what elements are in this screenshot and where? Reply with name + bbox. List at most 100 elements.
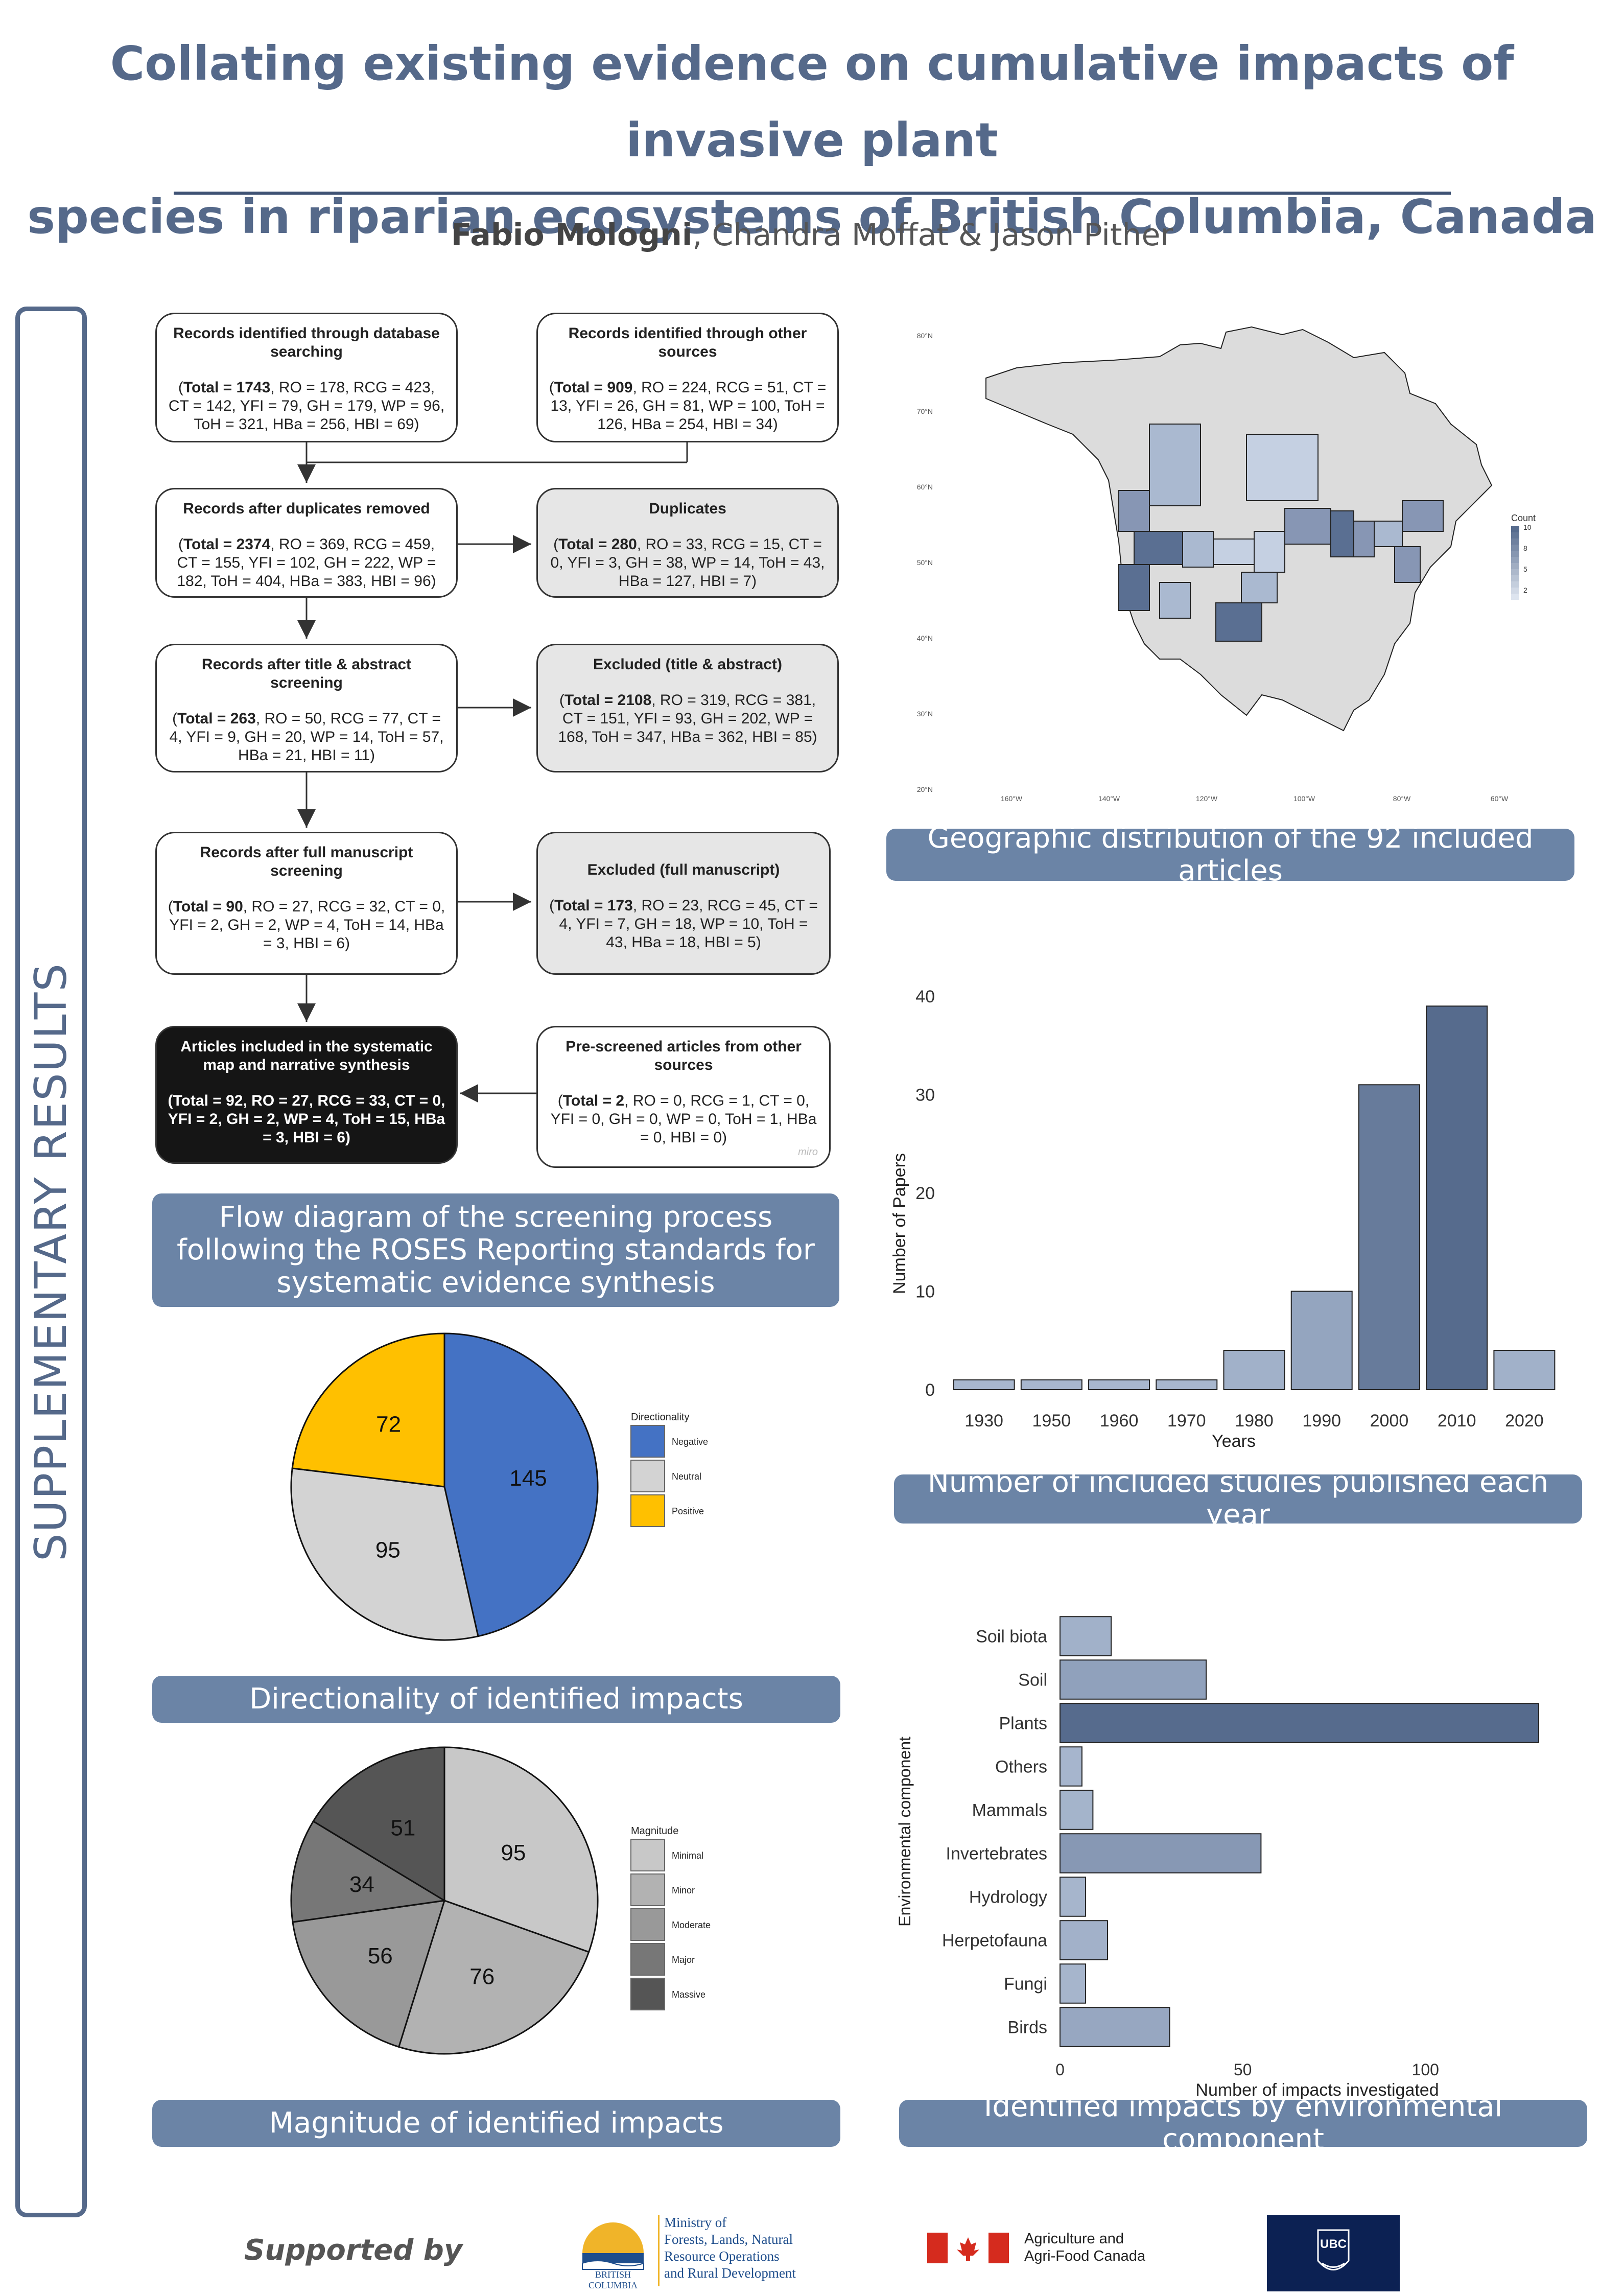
- magnitude-legend-label: Moderate: [672, 1920, 711, 1930]
- direction-legend-label: Negative: [672, 1437, 708, 1447]
- years-y-tick-label: 30: [915, 1086, 935, 1105]
- flow-box-title: Records identified through other sources: [568, 325, 807, 360]
- direction-slice: [443, 1332, 599, 1637]
- years-bar: [1020, 1379, 1082, 1390]
- components-category-label: Herpetofauna: [942, 1931, 1047, 1951]
- flow-box-title-abstract: Records after title & abstract screening…: [155, 644, 458, 772]
- flow-box-title: Records after full manuscript screening: [200, 844, 413, 879]
- magnitude-legend-swatch: [630, 1873, 665, 1906]
- lead-author: Fabio Mologni: [451, 217, 693, 253]
- title-line-2: species in riparian ecosystems of Britis…: [27, 190, 1597, 244]
- authors: Fabio Mologni, Chandra Moffat & Jason Pi…: [0, 217, 1624, 253]
- years-y-tick-label: 40: [915, 987, 935, 1006]
- components-bar: [1060, 1963, 1087, 2004]
- map-legend-swatch: [1511, 588, 1519, 594]
- caption-flow: Flow diagram of the screening process fo…: [152, 1193, 839, 1307]
- map-latitude-tick: 50°N: [917, 558, 933, 567]
- flow-box-breakdown: , RO = 27, RCG = 32, CT = 0, YFI = 2, GH…: [169, 898, 445, 952]
- caption-years: Number of included studies published eac…: [894, 1466, 1582, 1532]
- map-legend-swatch: [1511, 538, 1519, 545]
- flow-box-title: Excluded (full manuscript): [587, 861, 780, 878]
- flow-box-duplicates: Duplicates (Total = 280, RO = 33, RCG = 1…: [536, 488, 839, 598]
- caption-direction: Directionality of identified impacts: [152, 1676, 840, 1723]
- components-bar: [1060, 1790, 1094, 1830]
- canada-flag-icon: [927, 2233, 1009, 2263]
- flow-box-full-manuscript: Records after full manuscript screening(…: [155, 832, 458, 975]
- years-bar: [1088, 1379, 1150, 1390]
- direction-slice: [291, 1332, 445, 1488]
- poster-title: Collating existing evidence on cumulativ…: [0, 26, 1624, 255]
- caption-magnitude: Magnitude of identified impacts: [152, 2100, 840, 2147]
- years-x-tick-label: 1930: [964, 1411, 1003, 1431]
- components-category-label: Mammals: [972, 1801, 1047, 1820]
- components-x-tick-label: 0: [1055, 2060, 1065, 2079]
- map-latitude-tick: 60°N: [917, 483, 933, 491]
- magnitude-slice-label: 34: [349, 1872, 374, 1897]
- components-category-label: Hydrology: [969, 1888, 1047, 1907]
- components-category-label: Fungi: [1004, 1975, 1047, 1994]
- magnitude-slice-label: 51: [390, 1815, 415, 1840]
- components-bar: [1060, 1746, 1082, 1787]
- flow-connectors: [297, 442, 688, 1103]
- direction-legend-swatch: [630, 1460, 665, 1492]
- years-x-tick-label: 2020: [1505, 1411, 1544, 1431]
- magnitude-slice-label: 76: [469, 1964, 495, 1989]
- flow-box-title: Records after duplicates removed: [183, 500, 430, 517]
- flow-box-breakdown: , RO = 23, RCG = 45, CT = 4, YFI = 7, GH…: [559, 897, 818, 951]
- flow-box-total: Total = 2108: [564, 692, 652, 709]
- map-legend-tick: 5: [1523, 565, 1527, 573]
- flow-box-total: Total = 280: [558, 536, 637, 553]
- flow-box-breakdown: , RO = 224, RCG = 51, CT = 13, YFI = 26,…: [550, 379, 827, 433]
- flow-box-deduplicated: Records after duplicates removed (Total =…: [155, 488, 458, 598]
- aafc-line: Agriculture and: [1024, 2231, 1124, 2247]
- bc-ministry-name: Ministry of Forests, Lands, Natural Reso…: [664, 2214, 796, 2282]
- flow-box-other-sources: Records identified through other sources…: [536, 313, 839, 442]
- directionality-pie-chart: 145 95 72 Directionality Negative Neutral Posi…: [290, 1332, 708, 1641]
- components-bar-chart: Soil biota Soil Plants Others Mammals Inverte…: [896, 1616, 1539, 2100]
- map-latitude-tick: 80°N: [917, 332, 933, 340]
- components-x-axis-label: Number of impacts investigated: [1195, 2080, 1439, 2100]
- flow-box-included: Articles included in the systematic map …: [155, 1026, 458, 1164]
- latitude-ticks: 80°N 70°N 60°N 50°N 40°N 30°N 20°N: [917, 332, 933, 793]
- title-divider: [174, 192, 1451, 195]
- map-legend-swatch: [1511, 526, 1519, 532]
- map-latitude-tick: 70°N: [917, 407, 933, 415]
- magnitude-legend-label: Minimal: [672, 1850, 703, 1861]
- years-x-tick-label: 1990: [1302, 1411, 1341, 1431]
- miro-watermark: miro: [798, 1146, 818, 1158]
- flow-box-title: Articles included in the systematic map …: [180, 1038, 433, 1073]
- magnitude-legend-label: Massive: [672, 1989, 705, 2000]
- bc-logo: BRITISH COLUMBIA Ministry of Forests, La…: [572, 2212, 817, 2290]
- flow-box-total: Total = 2: [562, 1092, 625, 1109]
- components-category-label: Others: [995, 1758, 1047, 1777]
- flow-box-database: Records identified through database sear…: [155, 313, 458, 442]
- components-bar: [1060, 1920, 1108, 1960]
- map-latitude-tick: 40°N: [917, 634, 933, 642]
- years-y-axis-label: Number of Papers: [890, 1153, 909, 1294]
- aafc-name: Agriculture and Agri-Food Canada: [1024, 2230, 1145, 2265]
- magnitude-legend-title: Magnitude: [631, 1825, 678, 1837]
- magnitude-legend-label: Minor: [672, 1885, 695, 1895]
- map-legend-swatch: [1511, 569, 1519, 575]
- bc-wordmark: BRITISH COLUMBIA: [588, 2269, 638, 2290]
- components-category-label: Plants: [999, 1714, 1048, 1733]
- years-bar: [1493, 1350, 1556, 1390]
- map-legend-swatch: [1511, 594, 1519, 600]
- magnitude-legend-label: Major: [672, 1955, 695, 1965]
- years-x-axis-label: Years: [1212, 1432, 1256, 1451]
- magnitude-legend-swatch: [630, 1908, 665, 1941]
- flow-box-breakdown: , RO = 33, RCG = 15, CT = 0, YFI = 3, GH…: [550, 536, 825, 590]
- map-latitude-tick: 20°N: [917, 785, 933, 793]
- flow-box-title: Excluded (title & abstract): [593, 656, 783, 673]
- years-x-tick-label: 1970: [1167, 1411, 1206, 1431]
- years-bar: [1223, 1350, 1285, 1390]
- magnitude-slice-label: 56: [368, 1943, 393, 1969]
- bc-sun-icon: [582, 2222, 644, 2270]
- direction-slice: [290, 1467, 479, 1641]
- years-x-tick-label: 2010: [1438, 1411, 1476, 1431]
- years-bar: [1290, 1291, 1353, 1390]
- flow-box-title: Records identified through database sear…: [173, 325, 440, 360]
- magnitude-slice: [290, 1820, 447, 1923]
- magnitude-slice: [443, 1746, 599, 1953]
- map-legend-title: Count: [1511, 513, 1536, 523]
